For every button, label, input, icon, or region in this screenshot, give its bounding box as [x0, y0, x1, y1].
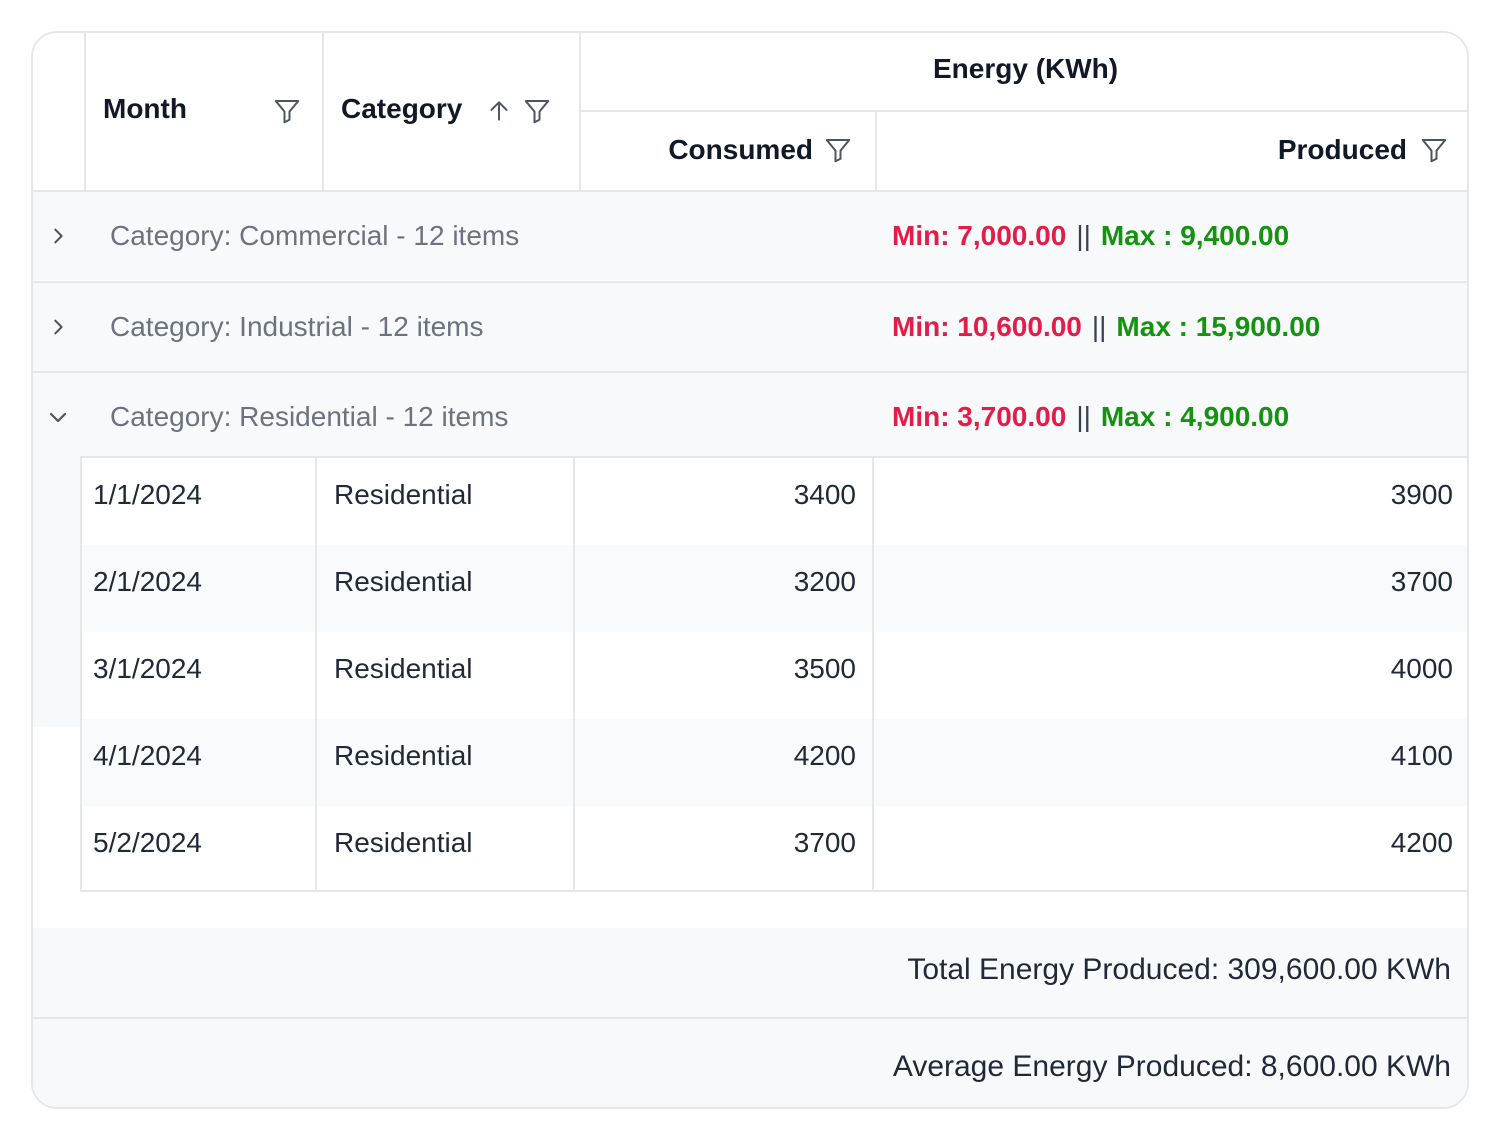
cell-category: Residential: [334, 740, 473, 771]
cell-produced: 4200: [1390, 827, 1453, 858]
group-label: Category: Residential - 12 items: [110, 401, 509, 432]
column-header-consumed[interactable]: Consumed: [581, 112, 875, 191]
grid-header: Month Category Energy (KWh) Consumed: [33, 33, 1467, 191]
cell-consumed: 3700: [793, 827, 856, 858]
group-aggregate: Min: 7,000.00 || Max : 9,400.00: [892, 192, 1289, 280]
cell-month: 1/1/2024: [93, 479, 202, 510]
column-header-produced-label: Produced: [1277, 134, 1407, 165]
group-max: Max : 4,900.00: [1100, 401, 1290, 432]
table-row[interactable]: 1/1/2024 Residential 3400 3900: [82, 458, 1467, 545]
table-row[interactable]: 4/1/2024 Residential 4200 4100: [82, 719, 1467, 806]
group-row[interactable]: Category: Commercial - 12 items Min: 7,0…: [33, 192, 1467, 280]
aggregate-separator: ||: [1091, 311, 1107, 342]
column-header-category[interactable]: Category: [324, 33, 580, 191]
filter-icon[interactable]: [520, 93, 554, 129]
table-row[interactable]: 2/1/2024 Residential 3200 3700: [82, 545, 1467, 632]
filter-icon[interactable]: [1417, 132, 1451, 168]
cell-month: 5/2/2024: [93, 827, 202, 858]
group-indent: [33, 461, 80, 727]
cell-month: 4/1/2024: [93, 740, 202, 771]
cell-consumed: 4200: [793, 740, 856, 771]
aggregate-separator: ||: [1076, 401, 1091, 432]
cell-category: Residential: [334, 653, 473, 684]
cell-consumed: 3500: [793, 653, 856, 684]
total-produced-summary: Total Energy Produced: 309,600.00 KWh: [907, 953, 1451, 986]
cell-month: 3/1/2024: [93, 653, 202, 684]
group-row-expanded[interactable]: Category: Residential - 12 items Min: 3,…: [33, 373, 1467, 461]
column-header-consumed-label: Consumed: [668, 134, 813, 165]
table-row[interactable]: 5/2/2024 Residential 3700 4200: [82, 806, 1467, 893]
aggregate-separator: ||: [1076, 220, 1091, 251]
column-header-produced[interactable]: Produced: [877, 112, 1467, 191]
cell-month: 2/1/2024: [93, 566, 202, 597]
average-produced-summary: Average Energy Produced: 8,600.00 KWh: [892, 1050, 1451, 1083]
column-header-month[interactable]: Month: [86, 33, 324, 191]
cell-consumed: 3200: [793, 566, 856, 597]
group-max: Max : 9,400.00: [1100, 220, 1290, 251]
chevron-right-icon[interactable]: [43, 309, 73, 345]
table-row[interactable]: 3/1/2024 Residential 3500 4000: [82, 632, 1467, 719]
group-min: Min: 3,700.00: [892, 401, 1067, 432]
group-label: Category: Industrial - 12 items: [110, 311, 484, 342]
cell-produced: 3900: [1390, 479, 1453, 510]
group-row[interactable]: Category: Industrial - 12 items Min: 10,…: [33, 283, 1467, 371]
group-min: Min: 10,600.00: [892, 311, 1082, 342]
chevron-right-icon[interactable]: [43, 218, 73, 254]
arrow-up-icon[interactable]: [484, 93, 514, 129]
group-label: Category: Commercial - 12 items: [110, 220, 520, 251]
cell-produced: 4000: [1390, 653, 1453, 684]
cell-category: Residential: [334, 479, 473, 510]
data-table: 1/1/2024 Residential 3400 3900 2/1/2024 …: [80, 456, 1467, 893]
summary-total-row: Total Energy Produced: 309,600.00 KWh: [33, 928, 1467, 1017]
cell-category: Residential: [334, 827, 473, 858]
chevron-down-icon[interactable]: [43, 399, 73, 435]
data-grid: Month Category Energy (KWh) Consumed: [31, 31, 1469, 1109]
cell-produced: 4100: [1390, 740, 1453, 771]
group-min: Min: 7,000.00: [892, 220, 1067, 251]
filter-icon[interactable]: [270, 93, 304, 129]
summary-average-row: Average Energy Produced: 8,600.00 KWh: [33, 1019, 1467, 1107]
cell-consumed: 3400: [793, 479, 856, 510]
cell-produced: 3700: [1390, 566, 1453, 597]
group-aggregate: Min: 10,600.00 || Max : 15,900.00: [892, 283, 1320, 371]
column-group-energy: Energy (KWh): [581, 33, 1467, 111]
column-header-month-label: Month: [103, 93, 187, 124]
cell-category: Residential: [334, 566, 473, 597]
group-aggregate: Min: 3,700.00 || Max : 4,900.00: [892, 373, 1289, 461]
group-max: Max : 15,900.00: [1116, 311, 1321, 342]
column-header-category-label: Category: [341, 93, 463, 124]
filter-icon[interactable]: [821, 132, 855, 168]
column-group-energy-label: Energy (KWh): [933, 53, 1119, 84]
